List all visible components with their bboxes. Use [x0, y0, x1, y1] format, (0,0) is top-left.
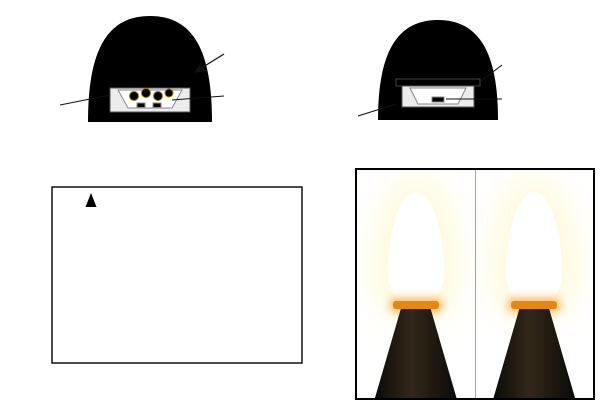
photo-left-green	[357, 170, 475, 398]
led-chip	[431, 96, 445, 103]
phosphor-particle	[153, 91, 163, 101]
panel-a-diagram	[59, 16, 225, 122]
led-chips-pointer-line	[171, 95, 225, 101]
blue-arrow-icon	[164, 43, 179, 59]
arrow-head	[465, 33, 478, 46]
bulb-socket	[373, 309, 458, 398]
yellow-arrow-icon	[465, 33, 478, 46]
panel-b-diagram	[357, 20, 503, 120]
arrow-head	[398, 33, 410, 46]
bulb-junction-glow	[392, 301, 439, 309]
increasing-current-arrow	[85, 193, 97, 207]
phosphors-pointer-arrow	[193, 53, 225, 73]
arrow-head	[452, 33, 464, 46]
blue-arrow-icon	[452, 33, 464, 46]
converted-emission-arrows	[398, 33, 478, 46]
phosphor-particle	[129, 91, 139, 101]
blue-arrow-icon	[425, 33, 437, 46]
yellow-arrow-icon	[411, 33, 424, 46]
arrow-head	[133, 36, 146, 52]
blue-arrow-icon	[398, 33, 410, 46]
encapsulant-pointer-line	[59, 94, 111, 106]
phosphor-particle	[164, 88, 174, 98]
panel-d-photo	[355, 168, 595, 400]
arrow-head	[164, 43, 179, 59]
el-spectra-plot	[51, 186, 303, 364]
bulb-envelope	[388, 192, 444, 304]
blue-arrow-icon	[121, 43, 136, 59]
led-chip	[152, 102, 162, 108]
reflector-cup	[409, 87, 467, 105]
arrow-head	[411, 33, 424, 46]
yellow-arrow-icon	[438, 33, 451, 46]
arrow-head	[425, 33, 437, 46]
color-converter-plate	[395, 78, 481, 87]
phosphor-particle	[141, 88, 151, 98]
blue-arrow-icon	[143, 34, 157, 48]
arrow-head	[143, 34, 157, 48]
arrow-head	[154, 36, 167, 52]
arrow-head	[438, 33, 451, 46]
led-chip	[136, 102, 146, 108]
bulb-envelope	[506, 192, 562, 304]
arrow-head	[85, 193, 97, 207]
plot-frame	[51, 186, 303, 364]
color-converter-pointer-line	[480, 64, 503, 82]
emission-arrows-blue	[121, 34, 179, 59]
photo-right-orange	[474, 170, 594, 398]
blue-arrow-icon	[133, 36, 146, 52]
bulb-socket	[492, 309, 577, 398]
arrow-head	[121, 43, 136, 59]
blue-arrow-icon	[154, 36, 167, 52]
encapsulant-pointer-line	[357, 103, 397, 117]
bulb-junction-glow	[511, 301, 558, 309]
